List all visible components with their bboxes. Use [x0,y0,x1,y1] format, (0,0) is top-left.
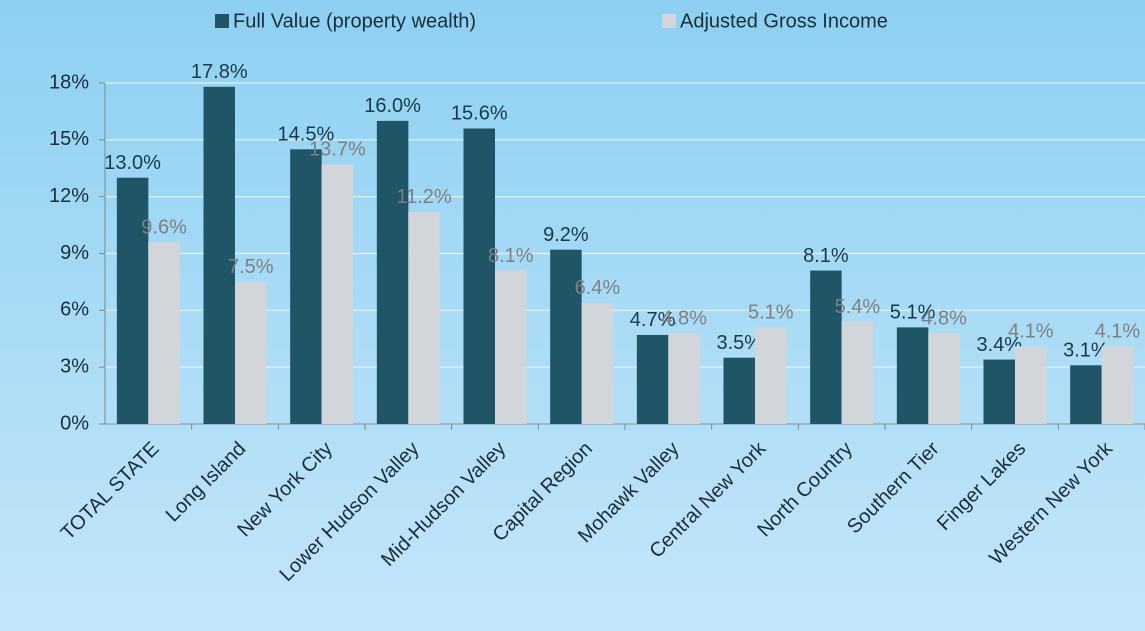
value-label: 8.1% [488,245,534,267]
bar [235,281,267,424]
bar [983,359,1015,424]
bar [376,120,409,424]
legend-swatch [215,14,229,28]
value-label: 6.4% [575,277,621,299]
value-label: 9.6% [141,216,187,238]
value-label: 7.5% [228,256,274,278]
bar [463,128,495,424]
value-label: 4.7% [630,309,676,331]
value-label: 4.1% [1095,321,1141,343]
bar [203,86,235,425]
bar [581,302,614,424]
y-tick-label: 0% [60,412,89,434]
bar [495,270,527,424]
value-label: 4.8% [921,307,967,329]
bar [1070,365,1102,424]
value-label: 15.6% [451,103,508,125]
bar [116,177,149,424]
value-label: 4.8% [661,307,707,329]
value-label: 3.4% [976,334,1022,356]
bar [550,249,582,424]
y-tick-label: 18% [49,71,89,93]
value-label: 16.0% [364,95,421,117]
legend-label: Adjusted Gross Income [680,10,888,32]
value-label: 5.4% [835,296,881,318]
bar [928,333,960,424]
value-label: 9.2% [543,224,589,246]
value-label: 14.5% [278,124,335,146]
bar [1015,346,1047,424]
bar [321,164,354,424]
value-label: 13.0% [104,152,161,174]
value-label: 5.1% [748,302,794,324]
legend-swatch [662,14,676,28]
value-label: 4.1% [1008,321,1054,343]
y-tick-label: 15% [49,128,89,150]
bar [841,321,874,424]
value-label: 8.1% [803,245,849,267]
bar [290,149,322,425]
bar [755,327,787,424]
bar [1101,346,1134,424]
value-label: 17.8% [191,61,248,83]
bar [723,357,755,424]
bar [408,211,440,424]
y-tick-label: 6% [60,299,89,321]
y-tick-label: 3% [60,355,89,377]
bar [810,270,842,424]
legend-label: Full Value (property wealth) [233,10,476,32]
value-label: 3.5% [716,332,762,354]
value-label: 3.1% [1063,340,1109,362]
y-tick-label: 9% [60,242,89,264]
bar [668,333,700,424]
bar [896,327,929,424]
bar [148,242,180,424]
value-label: 11.2% [396,186,451,208]
y-tick-label: 12% [49,185,89,207]
bar [636,334,669,424]
value-label: 5.1% [890,302,936,324]
value-label: 13.7% [309,139,366,161]
